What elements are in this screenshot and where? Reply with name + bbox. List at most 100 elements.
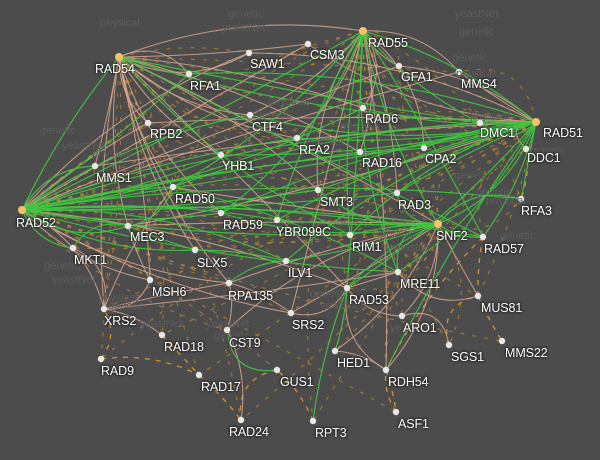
graph-node-gfa1[interactable] xyxy=(395,62,403,70)
network-edge xyxy=(248,52,537,123)
network-edge xyxy=(21,209,292,314)
network-edge xyxy=(362,30,481,124)
graph-node-srs2[interactable] xyxy=(287,309,295,317)
network-edge xyxy=(312,287,348,422)
network-edge xyxy=(21,209,351,236)
graph-node-rad57[interactable] xyxy=(479,233,487,241)
network-edge xyxy=(285,223,439,262)
network-edge xyxy=(477,236,484,297)
network-edge xyxy=(437,121,537,225)
network-edge xyxy=(118,47,250,58)
network-edge xyxy=(307,43,537,123)
network-edge xyxy=(220,30,364,214)
graph-node-rad9[interactable] xyxy=(97,355,105,363)
graph-node-mms22[interactable] xyxy=(498,337,506,345)
graph-node-rfa2[interactable] xyxy=(293,134,301,142)
graph-node-hed1[interactable] xyxy=(331,347,339,355)
network-edge xyxy=(21,137,298,211)
graph-node-ilv1[interactable] xyxy=(282,257,290,265)
graph-node-rad24[interactable] xyxy=(237,416,245,424)
network-edge xyxy=(103,271,399,310)
network-edge xyxy=(346,223,439,289)
network-edge xyxy=(362,107,439,225)
graph-node-smt3[interactable] xyxy=(314,186,322,194)
graph-node-cst9[interactable] xyxy=(223,326,231,334)
network-edge xyxy=(72,247,106,310)
graph-node-csm3[interactable] xyxy=(304,40,312,48)
network-edge xyxy=(21,209,228,331)
graph-node-msh6[interactable] xyxy=(146,276,154,284)
graph-node-rpb2[interactable] xyxy=(144,119,152,127)
network-edge xyxy=(21,209,399,273)
graph-node-rad3[interactable] xyxy=(393,189,401,197)
graph-node-yhb1[interactable] xyxy=(217,151,225,159)
network-edge xyxy=(103,282,230,310)
graph-node-cpa2[interactable] xyxy=(420,144,428,152)
graph-node-slx5[interactable] xyxy=(191,246,199,254)
network-edge xyxy=(21,209,129,234)
graph-node-rim1[interactable] xyxy=(346,231,354,239)
network-edge xyxy=(359,30,399,273)
network-edge xyxy=(118,24,364,58)
network-edge xyxy=(362,30,484,238)
graph-node-dmc1[interactable] xyxy=(476,119,484,127)
network-edge xyxy=(118,56,319,191)
graph-node-rad55[interactable] xyxy=(359,27,367,35)
network-edge xyxy=(437,223,462,346)
graph-node-rpa135[interactable] xyxy=(225,279,233,287)
network-edge xyxy=(172,121,537,188)
graph-node-rdh54[interactable] xyxy=(382,366,390,374)
network-edge xyxy=(172,184,439,225)
graph-node-sgs1[interactable] xyxy=(445,341,453,349)
graph-node-rad51[interactable] xyxy=(532,118,540,126)
graph-node-rpt3[interactable] xyxy=(309,417,317,425)
network-edge xyxy=(384,369,397,413)
network-edge xyxy=(362,30,398,194)
graph-node-gus1[interactable] xyxy=(273,366,281,374)
network-edge xyxy=(103,279,151,310)
network-edge xyxy=(346,287,403,317)
graph-node-rfa3[interactable] xyxy=(517,195,525,203)
network-edge xyxy=(118,56,154,124)
network-edge xyxy=(397,271,479,301)
graph-node-mms1[interactable] xyxy=(91,162,99,170)
graph-node-rad54[interactable] xyxy=(115,53,123,61)
graph-node-mms4[interactable] xyxy=(455,68,463,76)
network-edge xyxy=(21,30,364,211)
graph-node-asf1[interactable] xyxy=(392,408,400,416)
graph-node-rad59[interactable] xyxy=(217,209,225,217)
network-edge xyxy=(397,223,439,273)
network-edge xyxy=(21,209,439,237)
network-edge xyxy=(362,30,425,149)
graph-node-mec3[interactable] xyxy=(124,222,132,230)
graph-node-rad18[interactable] xyxy=(158,331,166,339)
graph-node-rad16[interactable] xyxy=(356,148,364,156)
network-edge xyxy=(21,165,96,211)
graph-node-rad17[interactable] xyxy=(195,371,203,379)
graph-node-ddc1[interactable] xyxy=(522,145,530,153)
graph-node-rad50[interactable] xyxy=(169,183,177,191)
graph-node-snf2[interactable] xyxy=(434,220,442,228)
network-edge xyxy=(21,209,74,249)
network-edge xyxy=(385,121,537,371)
network-edge xyxy=(103,308,163,336)
network-edge xyxy=(276,219,439,226)
graph-node-ybr099c[interactable] xyxy=(273,216,281,224)
network-edge xyxy=(21,107,364,211)
graph-node-mkt1[interactable] xyxy=(69,244,77,252)
graph-node-rad52[interactable] xyxy=(18,206,26,214)
graph-node-aro1[interactable] xyxy=(398,312,406,320)
graph-node-mre11[interactable] xyxy=(394,268,402,276)
graph-node-xrs2[interactable] xyxy=(100,305,108,313)
graph-node-rfa1[interactable] xyxy=(185,70,193,78)
graph-node-ctf4[interactable] xyxy=(246,111,254,119)
graph-node-saw1[interactable] xyxy=(245,49,253,57)
graph-node-mus81[interactable] xyxy=(474,292,482,300)
graph-node-rad6[interactable] xyxy=(359,104,367,112)
network-edge xyxy=(21,209,196,251)
graph-node-rad53[interactable] xyxy=(343,284,351,292)
network-edge xyxy=(228,282,292,314)
network-edge xyxy=(445,295,479,346)
